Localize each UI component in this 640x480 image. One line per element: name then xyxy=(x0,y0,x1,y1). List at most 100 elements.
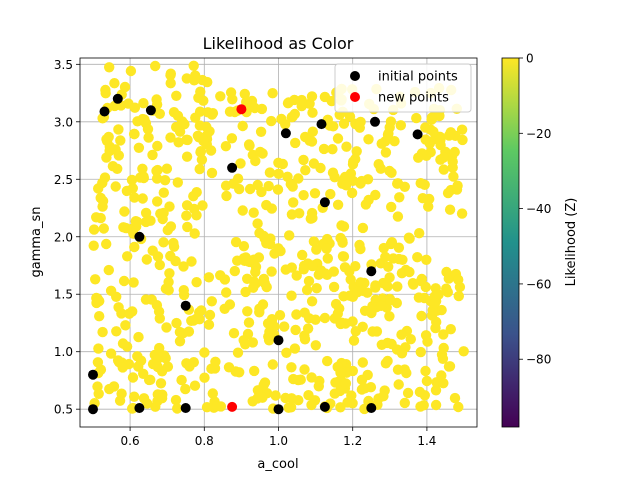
likelihood-point xyxy=(313,381,324,392)
likelihood-point xyxy=(412,252,423,263)
y-axis-label: gamma_sn xyxy=(29,206,44,277)
likelihood-point xyxy=(438,152,449,163)
initial-points-point xyxy=(88,369,98,380)
likelihood-point xyxy=(422,336,433,347)
likelihood-point xyxy=(258,230,269,242)
likelihood-point xyxy=(215,270,226,281)
likelihood-point xyxy=(163,276,174,288)
initial-points-point xyxy=(134,231,145,242)
likelihood-point xyxy=(243,317,255,328)
likelihood-point xyxy=(393,242,405,253)
likelihood-point xyxy=(165,250,176,262)
likelihood-point xyxy=(206,109,218,120)
likelihood-point xyxy=(363,134,374,145)
likelihood-point xyxy=(238,241,250,252)
likelihood-point xyxy=(286,290,297,301)
likelihood-point xyxy=(338,118,350,129)
likelihood-point xyxy=(242,306,253,317)
likelihood-point xyxy=(104,383,115,395)
likelihood-point xyxy=(351,146,362,157)
likelihood-point xyxy=(153,306,165,317)
likelihood-point xyxy=(344,111,356,122)
likelihood-point xyxy=(421,254,432,265)
likelihood-point xyxy=(258,379,269,391)
likelihood-point xyxy=(267,88,278,99)
likelihood-point xyxy=(355,277,366,288)
likelihood-point xyxy=(238,335,249,346)
initial-points-point xyxy=(366,266,377,277)
initial-points-point xyxy=(180,403,191,413)
likelihood-point xyxy=(255,126,267,137)
likelihood-point xyxy=(441,283,452,294)
likelihood-point xyxy=(378,391,389,402)
likelihood-point xyxy=(181,151,193,162)
likelihood-point xyxy=(415,401,426,412)
likelihood-point xyxy=(97,326,108,338)
likelihood-point xyxy=(392,364,404,375)
likelihood-point xyxy=(188,60,199,71)
likelihood-point xyxy=(438,164,449,175)
likelihood-point xyxy=(171,90,182,102)
likelihood-point xyxy=(110,144,121,155)
likelihood-point xyxy=(173,137,184,148)
likelihood-point xyxy=(101,238,112,250)
likelihood-point xyxy=(273,168,284,179)
likelihood-point xyxy=(272,184,284,195)
likelihood-point xyxy=(194,106,206,117)
chart-title: Likelihood as Color xyxy=(203,34,354,53)
likelihood-point xyxy=(137,193,148,204)
likelihood-point xyxy=(325,188,336,200)
likelihood-point xyxy=(232,173,244,184)
likelihood-point xyxy=(367,304,378,315)
likelihood-point xyxy=(444,204,456,215)
likelihood-point xyxy=(257,392,268,403)
likelihood-point xyxy=(206,167,218,179)
likelihood-point xyxy=(189,380,201,391)
likelihood-point xyxy=(321,243,332,254)
likelihood-point xyxy=(221,190,232,202)
likelihood-point xyxy=(235,158,246,169)
likelihood-point xyxy=(156,366,168,377)
likelihood-point xyxy=(143,132,154,143)
legend-label-new-points: new points xyxy=(378,91,449,106)
likelihood-point xyxy=(270,390,281,401)
likelihood-point xyxy=(118,222,129,233)
new-points-point xyxy=(236,104,247,115)
likelihood-point xyxy=(154,259,165,271)
likelihood-point xyxy=(224,299,236,310)
likelihood-point xyxy=(262,318,274,329)
legend-marker-new-points xyxy=(350,92,360,102)
likelihood-point xyxy=(189,228,200,239)
likelihood-point xyxy=(434,110,445,122)
initial-points-point xyxy=(145,105,156,116)
likelihood-point xyxy=(442,187,454,199)
likelihood-point xyxy=(99,172,111,183)
likelihood-point xyxy=(94,311,105,322)
likelihood-point xyxy=(299,364,310,375)
x-tick-label: 0.6 xyxy=(121,434,140,448)
likelihood-point xyxy=(306,296,318,307)
likelihood-point xyxy=(176,374,187,386)
likelihood-point xyxy=(291,270,302,281)
likelihood-point xyxy=(215,91,226,102)
colorbar-ticks: 0 −20 −40 −60 −80 xyxy=(519,52,551,367)
likelihood-point xyxy=(165,68,176,79)
likelihood-point xyxy=(357,285,368,296)
colorbar-tick-label: −60 xyxy=(526,277,551,291)
likelihood-point xyxy=(152,164,163,176)
likelihood-point xyxy=(91,212,102,223)
likelihood-point xyxy=(340,378,352,389)
likelihood-point xyxy=(347,159,359,170)
likelihood-point xyxy=(127,372,139,383)
likelihood-point xyxy=(158,237,169,248)
initial-points-point xyxy=(99,106,110,117)
likelihood-point xyxy=(255,146,266,158)
likelihood-point xyxy=(194,120,206,131)
initial-points-point xyxy=(370,116,380,127)
likelihood-point xyxy=(117,338,129,349)
likelihood-point xyxy=(433,289,444,300)
likelihood-point xyxy=(288,373,299,385)
likelihood-point xyxy=(240,252,251,263)
likelihood-point xyxy=(164,268,175,279)
likelihood-point xyxy=(171,317,182,329)
